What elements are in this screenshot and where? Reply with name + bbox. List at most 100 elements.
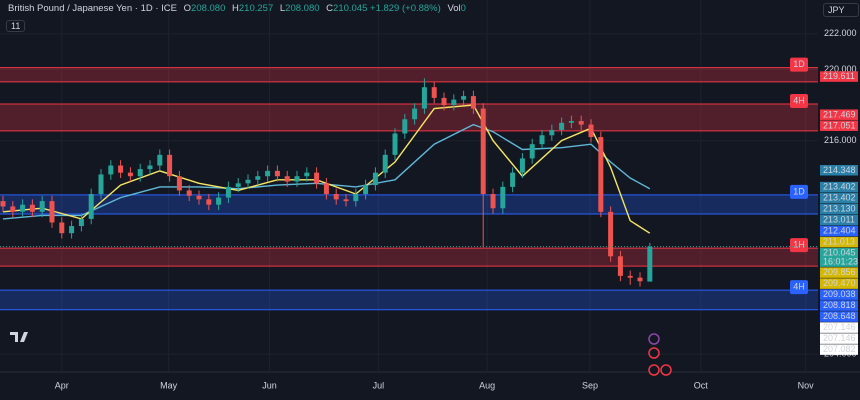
x-tick-label: Jun [262,380,277,390]
candle-body [382,154,388,173]
price-label-box [820,109,858,120]
candle-body [461,96,467,100]
price-label: 212.404 [820,226,858,237]
event-icon [648,333,660,345]
ohlc-value: 208.080 [191,3,226,14]
zone-tag-label: 1H [793,239,805,249]
candle-body [510,172,516,187]
countdown: 16:01:23 [823,257,858,267]
price-label-box [820,289,858,300]
event-icon [648,347,660,359]
candle-body [69,226,75,234]
price-label-box [820,344,858,355]
price-label-box [820,300,858,311]
price-label: 209.038 [820,289,858,300]
candle-body [617,256,623,276]
price-label-box [820,267,858,278]
ohlc-value: 208.080 [285,3,320,14]
candle-body [372,172,378,186]
price-label-box [820,165,858,176]
candle-body [363,185,369,195]
x-tick-label: Jul [373,380,385,390]
price-label-text: 213.011 [823,215,855,225]
price-label-text: 207.146 [823,333,856,343]
candle-body [265,170,271,177]
candle-body [304,172,310,177]
ohlc-value: 210.257 [238,3,274,14]
candle-body [333,194,339,200]
price-label-text: 214.348 [823,165,856,175]
candle-body [108,165,114,175]
event-icon [660,364,672,376]
price-label-box [820,278,858,289]
y-tick-label: 222.000 [824,28,857,38]
zone [0,67,818,82]
candle-body [245,179,251,184]
price-label-text: 208.818 [823,300,856,310]
price-label-text: 212.404 [823,226,856,236]
price-label-text: 209.856 [823,267,856,277]
price-label-box [820,333,858,344]
candle-body [529,144,535,159]
zone [0,194,818,214]
volume-value: 0 [460,3,466,14]
candle-body [490,194,496,209]
candle-body [225,186,231,198]
price-label-box [820,120,858,131]
candle-body [323,183,329,195]
price-label-text: 217.469 [823,109,856,119]
candle-body [167,154,173,177]
zone [0,248,818,267]
price-label-text: 209.038 [823,289,856,299]
ohlc-key: O [183,3,192,14]
zone-tag-label: 4H [793,95,805,105]
candle-body [274,170,280,177]
candle-body [29,204,35,212]
candle-body [147,165,153,170]
candle-body [549,129,555,136]
candle-body [176,176,182,191]
price-label-box [820,247,858,267]
price-label: 213.402 [820,193,858,204]
candle-body [59,222,65,234]
ohlc-value: 210.045 [333,3,368,14]
price-label: 207.146 [820,333,858,344]
candle-body [392,133,398,155]
price-label: 208.648 [820,311,858,322]
candle-body [402,119,408,134]
zone-tag [790,93,808,108]
candle-body [255,176,261,180]
price-label: 211.013 [820,237,858,248]
x-tick-label: Nov [798,380,815,390]
candle-body [20,204,26,212]
x-tick-label: May [160,380,178,390]
price-label-box [820,236,858,248]
candle-body [608,211,614,257]
zone-tag [790,280,808,295]
indicator-toggle[interactable]: 11 [6,20,26,32]
y-tick-label: 220.000 [824,64,857,74]
currency-button[interactable]: JPY [823,3,859,17]
candle-body [431,87,437,98]
candle-body [578,121,584,125]
price-label: 214.348 [820,165,858,176]
header: British Pound / Japanese Yen · 1D · ICE … [8,3,466,14]
candle-body [451,99,457,106]
price-label: 217.051 [820,120,858,131]
price-label: 209.470 [820,278,858,289]
x-tick-label: Sep [582,380,598,390]
price-label-box [820,225,858,237]
price-label-text: 211.013 [823,237,855,247]
candle-body [627,275,633,278]
price-label-box [820,71,858,82]
candle-body [88,194,94,219]
change: +1.829 (+0.88%) [370,3,441,14]
zone-tag [790,57,808,72]
price-label: 207.146 [820,322,858,333]
price-label-box [820,322,858,333]
candle-body [137,169,143,177]
price-label: 208.818 [820,300,858,311]
price-label-box [820,203,858,215]
